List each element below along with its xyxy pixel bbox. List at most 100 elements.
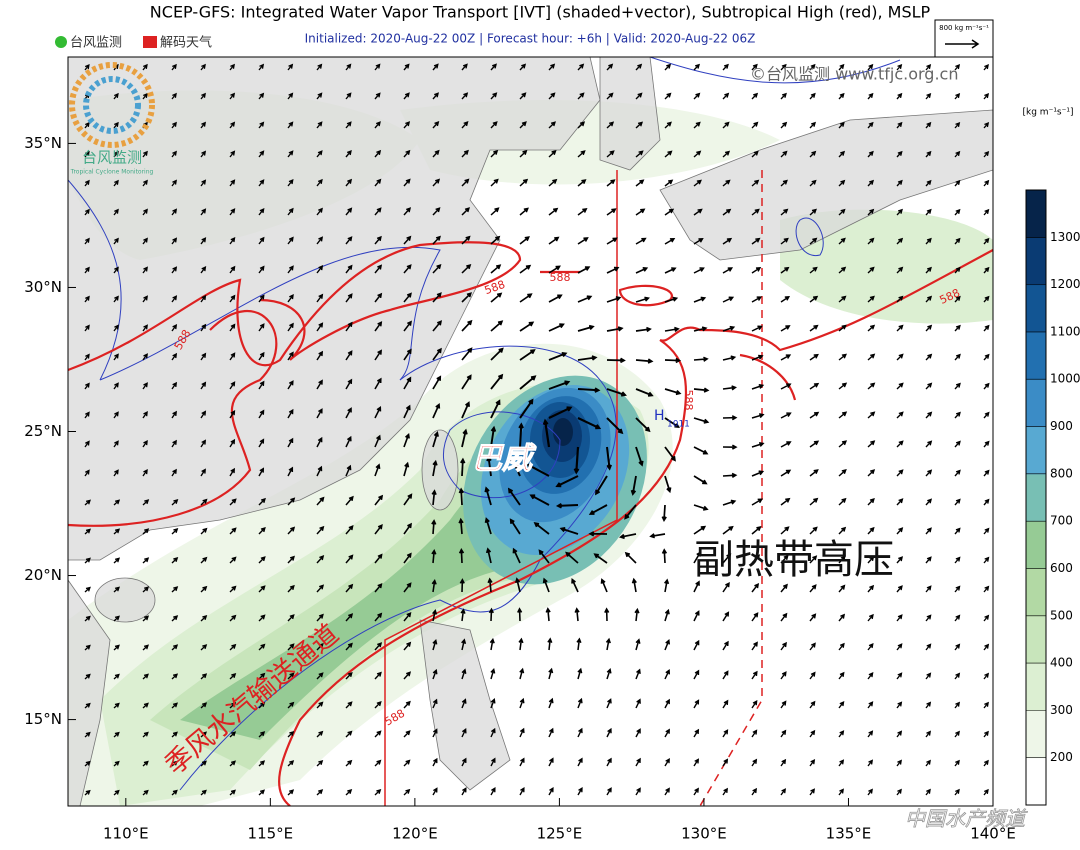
vector-arrow — [113, 528, 121, 535]
vector-arrow — [664, 179, 674, 187]
vector-arrow — [838, 440, 848, 448]
vector-arrow — [403, 376, 412, 390]
vector-arrow — [171, 92, 177, 100]
vector-arrow — [722, 525, 734, 535]
vector-arrow — [171, 615, 179, 622]
vector-arrow — [374, 701, 382, 709]
vector-arrow — [142, 644, 149, 651]
vector-arrow — [693, 208, 703, 216]
vector-arrow — [664, 669, 671, 680]
vector-arrow — [693, 525, 707, 535]
vector-arrow — [200, 760, 207, 767]
vector-arrow — [722, 385, 737, 391]
vector-arrow — [595, 475, 608, 496]
vector-arrow — [693, 267, 705, 274]
vector-arrow — [606, 121, 615, 129]
vector-arrow — [722, 472, 738, 478]
vector-arrow — [200, 150, 207, 158]
vector-arrow — [84, 528, 91, 535]
vector-arrow — [258, 179, 265, 187]
vector-arrow — [809, 526, 818, 535]
vector-arrow — [84, 586, 91, 593]
vector-arrow — [867, 382, 876, 390]
vector-arrow — [316, 465, 323, 477]
vector-arrow — [461, 668, 467, 680]
vector-arrow — [200, 731, 207, 738]
vector-arrow — [229, 294, 236, 303]
vector-arrow — [287, 555, 295, 564]
vector-arrow — [606, 417, 624, 435]
vector-arrow — [316, 236, 324, 245]
vector-arrow — [345, 149, 352, 158]
vector-arrow — [258, 467, 265, 477]
vector-arrow — [606, 296, 622, 303]
vector-arrow — [142, 528, 150, 535]
vector-arrow — [925, 92, 932, 100]
vector-arrow — [200, 410, 207, 419]
vector-arrow — [896, 353, 904, 361]
vector-arrow — [171, 266, 178, 274]
vector-arrow — [693, 63, 700, 71]
vector-arrow — [954, 295, 961, 303]
vector-arrow — [780, 295, 791, 303]
vector-arrow — [374, 235, 382, 245]
vector-arrow — [664, 787, 670, 796]
vector-arrow — [374, 149, 382, 158]
vector-arrow — [258, 614, 266, 622]
ivt-vectors — [84, 63, 990, 796]
vector-arrow — [867, 63, 874, 71]
vector-arrow — [606, 698, 612, 709]
vector-arrow — [142, 295, 148, 303]
vector-arrow — [200, 527, 208, 535]
vector-arrow — [229, 410, 236, 419]
vector-arrow — [896, 643, 903, 651]
vector-arrow — [142, 499, 150, 506]
vector-arrow — [374, 612, 383, 622]
vector-arrow — [432, 292, 442, 303]
vector-arrow — [565, 551, 579, 564]
vector-arrow — [538, 549, 550, 564]
vector-arrow — [606, 357, 626, 364]
lon-tick-label: 115°E — [248, 825, 294, 843]
vector-arrow — [983, 179, 990, 187]
vector-arrow — [461, 638, 467, 651]
vector-arrow — [403, 700, 411, 709]
vector-arrow — [113, 237, 119, 245]
vector-arrow — [345, 63, 352, 71]
vector-arrow — [838, 411, 848, 419]
vector-arrow — [983, 150, 990, 158]
vector-arrow — [925, 556, 932, 564]
vector-arrow — [461, 235, 471, 245]
vector-arrow — [693, 610, 700, 622]
vector-arrow — [896, 295, 904, 303]
vector-arrow — [258, 351, 265, 361]
vector-arrow — [606, 208, 617, 216]
vector-arrow — [925, 498, 933, 506]
vector-arrow — [171, 527, 179, 535]
vector-arrow — [519, 321, 535, 332]
vector-arrow — [693, 787, 699, 796]
vector-arrow — [258, 731, 266, 738]
vector-arrow — [229, 92, 236, 100]
colorbar-swatch — [1026, 331, 1046, 380]
vector-arrow — [548, 380, 571, 390]
vector-arrow — [518, 422, 524, 448]
vector-arrow — [374, 405, 382, 419]
vector-arrow — [867, 642, 874, 651]
colorbar-tick-label: 800 — [1050, 466, 1073, 480]
vector-arrow — [403, 63, 410, 71]
vector-arrow — [200, 208, 207, 216]
vector-arrow — [809, 324, 819, 332]
vector-arrow — [287, 526, 296, 535]
vector-arrow — [432, 459, 438, 477]
vector-arrow — [925, 614, 932, 622]
vector-arrow — [171, 586, 179, 593]
vector-arrow — [548, 697, 554, 709]
vector-arrow — [555, 475, 579, 488]
vector-arrow — [507, 487, 521, 506]
vector-arrow — [316, 63, 323, 71]
vector-arrow — [548, 178, 558, 187]
vector-arrow — [606, 150, 615, 158]
vector-arrow — [925, 382, 933, 390]
